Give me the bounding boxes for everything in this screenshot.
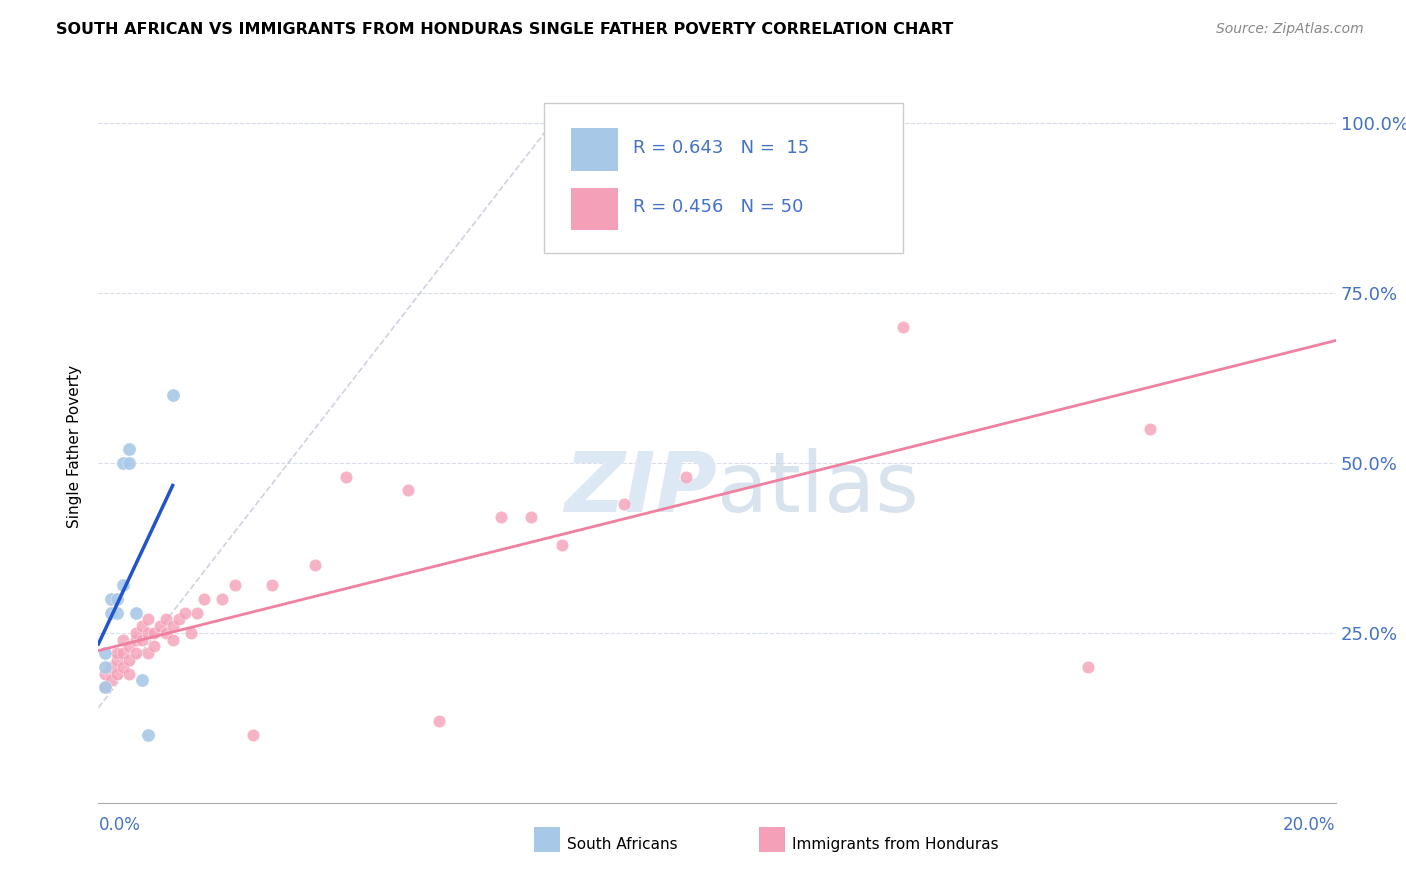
Text: R = 0.643   N =  15: R = 0.643 N = 15: [633, 139, 810, 157]
Point: [124, 626, 146, 640]
Point: [143, 640, 166, 654]
Point: [174, 606, 197, 620]
Point: [105, 653, 128, 667]
Point: [131, 632, 153, 647]
Point: [118, 456, 141, 470]
Point: [891, 320, 914, 334]
Text: R = 0.456   N = 50: R = 0.456 N = 50: [633, 198, 803, 216]
Point: [100, 660, 122, 674]
Point: [520, 510, 543, 524]
Text: 0.0%: 0.0%: [98, 816, 141, 834]
Point: [136, 626, 159, 640]
Point: [118, 666, 141, 681]
Point: [551, 537, 574, 551]
Point: [112, 646, 135, 660]
Point: [162, 619, 184, 633]
Text: Source: ZipAtlas.com: Source: ZipAtlas.com: [1216, 22, 1364, 37]
Point: [112, 578, 135, 592]
Point: [105, 646, 128, 660]
Point: [1077, 660, 1099, 674]
Point: [260, 578, 283, 592]
Y-axis label: Single Father Poverty: Single Father Poverty: [67, 365, 83, 527]
Point: [396, 483, 419, 498]
Point: [193, 591, 215, 606]
FancyBboxPatch shape: [544, 103, 903, 253]
Point: [335, 469, 357, 483]
Point: [124, 606, 146, 620]
Point: [224, 578, 246, 592]
Point: [93, 660, 115, 674]
FancyBboxPatch shape: [571, 187, 619, 230]
Point: [155, 612, 177, 626]
Point: [242, 728, 264, 742]
Point: [427, 714, 450, 729]
Point: [136, 646, 159, 660]
Point: [93, 666, 115, 681]
Text: ZIP: ZIP: [564, 449, 717, 529]
Point: [136, 728, 159, 742]
Point: [105, 666, 128, 681]
Point: [112, 660, 135, 674]
Point: [93, 680, 115, 694]
FancyBboxPatch shape: [571, 128, 619, 171]
Point: [118, 640, 141, 654]
Point: [136, 612, 159, 626]
Point: [186, 606, 208, 620]
Point: [155, 626, 177, 640]
Point: [167, 612, 190, 626]
Point: [211, 591, 233, 606]
Text: SOUTH AFRICAN VS IMMIGRANTS FROM HONDURAS SINGLE FATHER POVERTY CORRELATION CHAR: SOUTH AFRICAN VS IMMIGRANTS FROM HONDURA…: [56, 22, 953, 37]
Point: [100, 673, 122, 688]
Point: [143, 626, 166, 640]
Point: [100, 591, 122, 606]
Point: [105, 606, 128, 620]
Point: [131, 619, 153, 633]
Point: [131, 673, 153, 688]
Point: [675, 469, 697, 483]
Point: [112, 632, 135, 647]
Point: [613, 497, 636, 511]
Point: [1139, 422, 1161, 436]
Text: Immigrants from Honduras: Immigrants from Honduras: [792, 838, 998, 852]
Point: [830, 238, 852, 252]
Point: [162, 632, 184, 647]
Text: 20.0%: 20.0%: [1284, 816, 1336, 834]
Point: [118, 653, 141, 667]
Point: [112, 456, 135, 470]
Point: [118, 442, 141, 457]
Point: [105, 591, 128, 606]
Text: South Africans: South Africans: [567, 838, 678, 852]
Point: [93, 680, 115, 694]
Point: [100, 606, 122, 620]
Point: [124, 646, 146, 660]
Point: [93, 646, 115, 660]
Point: [162, 388, 184, 402]
Point: [124, 632, 146, 647]
Text: atlas: atlas: [717, 449, 918, 529]
Point: [304, 558, 326, 572]
Point: [180, 626, 202, 640]
Point: [489, 510, 512, 524]
Point: [149, 619, 172, 633]
